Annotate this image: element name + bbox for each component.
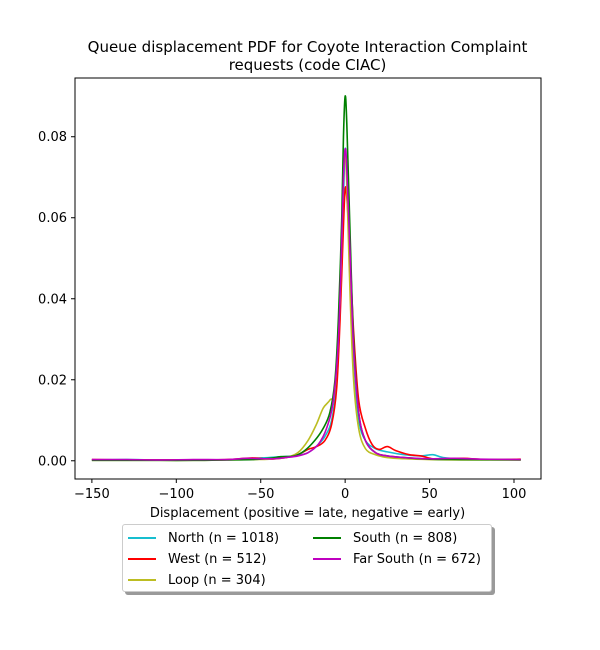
legend-label-loop: Loop (n = 304) <box>168 572 266 588</box>
y-tick-label: 0.04 <box>38 292 67 307</box>
legend-item-south: South (n = 808) <box>313 529 457 547</box>
series-line-loop <box>91 151 521 462</box>
x-tick-label: 100 <box>502 487 527 502</box>
legend-item-north: North (n = 1018) <box>128 529 279 547</box>
series-line-west <box>91 186 521 461</box>
x-tick-label: −150 <box>74 487 110 502</box>
y-tick-label: 0.00 <box>38 454 67 469</box>
legend-label-south: South (n = 808) <box>353 530 458 546</box>
legend-swatch-far-south <box>313 558 341 560</box>
legend-label-far-south: Far South (n = 672) <box>353 551 481 567</box>
y-tick-label: 0.02 <box>38 373 67 388</box>
x-tick-label: −50 <box>247 487 274 502</box>
series-line-far-south <box>91 147 521 461</box>
y-tick-label: 0.08 <box>38 130 67 145</box>
legend-item-west: West (n = 512) <box>128 550 266 568</box>
chart-title-line-1: Queue displacement PDF for Coyote Intera… <box>87 38 528 56</box>
y-axis-ticks: 0.00 0.02 0.04 0.06 0.08 <box>38 130 75 469</box>
series-layer <box>91 95 521 462</box>
x-tick-label: 0 <box>341 487 349 502</box>
legend-swatch-south <box>313 537 341 539</box>
plot-frame <box>74 77 542 480</box>
series-line-north <box>91 147 521 461</box>
legend-item-far-south: Far South (n = 672) <box>313 550 481 568</box>
legend-label-north: North (n = 1018) <box>168 530 280 546</box>
legend: North (n = 1018) West (n = 512) Loop (n … <box>122 524 492 592</box>
legend-swatch-north <box>128 537 156 539</box>
x-tick-label: 50 <box>421 487 438 502</box>
legend-label-west: West (n = 512) <box>168 551 267 567</box>
legend-item-loop: Loop (n = 304) <box>128 571 266 589</box>
legend-swatch-loop <box>128 579 156 581</box>
legend-swatch-west <box>128 558 156 560</box>
x-tick-label: −100 <box>158 487 194 502</box>
y-tick-label: 0.06 <box>38 211 67 226</box>
x-axis-ticks: −150 −100 −50 0 50 100 <box>74 479 526 502</box>
series-line-south <box>91 95 521 462</box>
x-axis-label: Displacement (positive = late, negative … <box>149 506 466 521</box>
chart-title-line-2: requests (code CIAC) <box>228 56 387 74</box>
